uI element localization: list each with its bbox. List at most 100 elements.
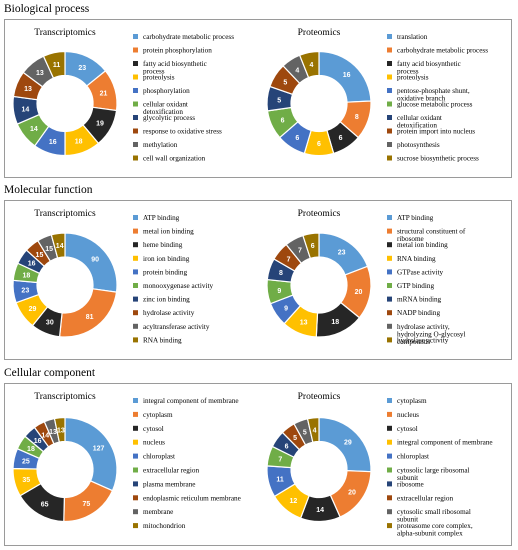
legend-item-gtp-binding: GTP binding xyxy=(387,282,434,290)
legend-swatch xyxy=(133,495,138,501)
chart-title: Proteomics xyxy=(298,392,341,402)
legend-swatch xyxy=(387,509,392,515)
legend-item-proteasome-core-complex-alpha-subunit-complex: proteasome core complex, alpha-subunit co… xyxy=(387,522,473,538)
data-label: 14 xyxy=(30,126,38,133)
legend-swatch xyxy=(387,398,392,403)
legend-item-zinc-ion-binding: zinc ion binding xyxy=(133,296,190,304)
legend-item-protein-phosphorylation: protein phosphorylation xyxy=(133,47,212,55)
data-label: 5 xyxy=(283,79,287,86)
legend-item-hydrolase-activity: hydrolase activity xyxy=(387,336,449,344)
legend-swatch xyxy=(387,101,392,107)
legend-item-fatty-acid-biosynthetic-process: fatty acid biosynthetic process xyxy=(133,60,207,76)
data-label: 6 xyxy=(317,141,321,148)
legend-swatch xyxy=(133,398,138,403)
legend-swatch xyxy=(387,283,392,288)
legend-label: cellular oxidant detoxification xyxy=(397,114,442,130)
legend-label: structural constituent of ribosome xyxy=(397,228,466,244)
legend-item-integral-component-of-membrane: integral component of membrane xyxy=(387,439,493,447)
legend-swatch xyxy=(387,255,392,261)
legend-item-iron-ion-binding: iron ion binding xyxy=(133,255,190,263)
legend-swatch xyxy=(133,523,138,529)
panel-cellular-component: Transcriptomics 127 75 65 35 25 18 16 14 13 13 inte… xyxy=(4,383,512,546)
legend-label: fatty acid biosynthetic process xyxy=(143,60,207,76)
legend-swatch xyxy=(133,411,138,417)
legend-label: phosphorylation xyxy=(143,87,190,95)
legend-swatch xyxy=(387,296,392,302)
data-label: 14 xyxy=(41,432,49,439)
legend-swatch xyxy=(387,128,392,134)
legend-label: cytosol xyxy=(397,425,418,433)
data-label: 81 xyxy=(86,314,94,321)
data-label: 19 xyxy=(96,120,104,127)
legend-item-cellular-oxidant-detoxification: cellular oxidant detoxification xyxy=(387,114,442,130)
chart-title: Proteomics xyxy=(298,209,341,219)
data-label: 13 xyxy=(36,70,44,77)
legend-swatch xyxy=(387,242,392,248)
legend-swatch xyxy=(387,47,392,53)
data-label: 11 xyxy=(276,476,284,483)
data-label: 14 xyxy=(56,243,64,250)
donut-slice-mitochondrion xyxy=(53,416,66,443)
legend-label: metal ion binding xyxy=(397,241,448,249)
data-label: 18 xyxy=(331,319,339,326)
legend-label: mRNA binding xyxy=(397,296,442,304)
legend-label: mitochondrion xyxy=(143,522,186,530)
legend-label: RNA binding xyxy=(397,255,436,263)
legend-item-metal-ion-binding: metal ion binding xyxy=(387,241,448,249)
legend-label: metal ion binding xyxy=(143,228,194,236)
legend-label: chloroplast xyxy=(143,453,175,461)
legend-swatch xyxy=(133,215,138,220)
legend-swatch xyxy=(133,255,138,261)
legend-label: protein phosphorylation xyxy=(143,47,212,55)
legend-swatch xyxy=(133,34,138,39)
donut-slice-integral-component-of-membrane xyxy=(64,416,118,492)
donut-slice-cell-wall-organization xyxy=(42,50,66,79)
legend-swatch xyxy=(133,481,138,487)
data-label: 23 xyxy=(338,250,346,257)
donut-slice-proteasome-core-complex-alpha-subunit-complex xyxy=(306,416,320,443)
legend-label: zinc ion binding xyxy=(143,296,190,304)
legend-swatch xyxy=(133,425,138,431)
legend-label: iron ion binding xyxy=(143,255,190,263)
legend-item-mitochondrion: mitochondrion xyxy=(133,522,186,530)
data-label: 16 xyxy=(49,139,57,146)
legend-swatch xyxy=(133,115,138,120)
legend-label: proteolysis xyxy=(143,74,175,82)
data-label: 13 xyxy=(300,320,308,327)
chart-title: Transcriptomics xyxy=(34,392,96,402)
legend-label: response to oxidative stress xyxy=(143,128,222,136)
data-label: 7 xyxy=(287,257,291,264)
legend-swatch xyxy=(133,323,138,329)
legend-label: ATP binding xyxy=(397,214,434,222)
data-label: 7 xyxy=(298,247,302,254)
legend-swatch xyxy=(387,337,392,343)
legend-label: chloroplast xyxy=(397,453,429,461)
legend-swatch xyxy=(387,115,392,120)
legend-label: cytosol xyxy=(143,425,164,433)
legend-item-glucose-metabolic-process: glucose metabolic process xyxy=(387,101,473,109)
legend-swatch xyxy=(387,155,392,161)
legend-swatch xyxy=(387,142,392,147)
legend-swatch xyxy=(387,439,392,445)
legend-swatch xyxy=(387,34,392,39)
legend-item-heme-binding: heme binding xyxy=(133,241,183,249)
legend-label: sucrose biosynthetic process xyxy=(397,155,479,163)
legend-item-extracellular-region: extracellular region xyxy=(387,494,453,502)
data-label: 16 xyxy=(34,438,42,445)
data-label: 30 xyxy=(46,320,54,327)
legend-item-translation: translation xyxy=(387,33,428,41)
legend-swatch xyxy=(387,523,392,529)
data-label: 20 xyxy=(348,490,356,497)
data-label: 18 xyxy=(75,139,83,146)
legend-swatch xyxy=(133,101,138,107)
legend-swatch xyxy=(133,509,138,515)
legend-swatch xyxy=(387,453,392,459)
data-label: 14 xyxy=(316,507,324,514)
legend-label: hydrolase activity, hydrolyzing O-glycosy… xyxy=(397,323,465,346)
legend-label: hydrolase activity xyxy=(143,309,195,317)
chart-title: Proteomics xyxy=(298,28,341,38)
data-label: 29 xyxy=(344,439,352,446)
data-label: 75 xyxy=(82,501,90,508)
legend-swatch xyxy=(133,74,138,80)
